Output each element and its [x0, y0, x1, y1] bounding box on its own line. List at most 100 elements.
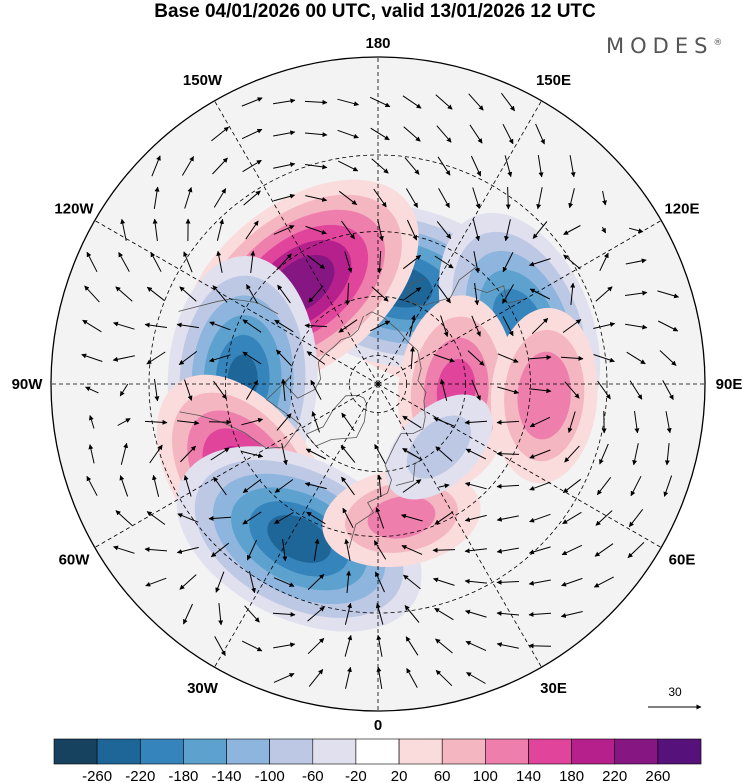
wind-vector: [181, 156, 195, 176]
wind-vector: [472, 187, 481, 209]
wind-vector: [630, 475, 642, 497]
wind-vector: [248, 571, 256, 594]
wind-vector: [402, 447, 422, 461]
wind-vector: [179, 286, 197, 302]
colorbar-tick-label: 20: [391, 768, 408, 783]
wind-vector: [502, 251, 514, 273]
wind-vector: [310, 379, 322, 400]
colorbar-swatch: [484, 738, 529, 765]
colorbar-tick-label: -140: [211, 768, 241, 783]
wind-vector: [212, 157, 228, 175]
wind-vector: [560, 611, 583, 618]
wind-vector: [85, 386, 99, 394]
wind-vector: [569, 155, 576, 178]
wind-vector: [602, 190, 607, 206]
wind-vector: [154, 379, 160, 402]
wind-vector: [146, 511, 166, 525]
wind-vector: [337, 160, 359, 172]
wind-vector: [210, 447, 230, 461]
wind-vector: [505, 186, 511, 210]
wind-vector: [564, 445, 580, 463]
wind-vector: [628, 227, 644, 234]
wind-vector: [88, 415, 95, 429]
wind-vector: [144, 322, 167, 328]
wind-vector: [344, 251, 353, 273]
wind-vector: [531, 317, 549, 335]
wind-vector: [246, 284, 258, 304]
wind-vector: [308, 285, 324, 303]
wind-vector: [402, 415, 422, 429]
wind-vector: [307, 637, 325, 655]
wind-vector: [218, 603, 224, 626]
wind-vector: [305, 195, 328, 202]
wind-vector: [502, 315, 514, 337]
wind-vector: [338, 319, 358, 333]
wind-vector: [536, 187, 543, 210]
wind-vector: [344, 602, 352, 625]
colorbar-swatch: [614, 738, 659, 765]
wind-vector: [276, 253, 292, 271]
wind-vector: [497, 353, 519, 363]
wind-vector: [496, 579, 520, 585]
wind-vector: [242, 478, 262, 494]
wind-vector: [280, 378, 286, 402]
wind-vector: [273, 162, 296, 169]
wind-vector: [374, 443, 386, 464]
wind-vector: [119, 383, 129, 397]
wind-vector: [274, 512, 294, 524]
wind-vector: [434, 255, 454, 269]
wind-vector: [435, 669, 453, 687]
wind-vector: [528, 579, 551, 586]
longitude-label: 150E: [536, 72, 571, 89]
wind-vector: [403, 126, 421, 142]
wind-vector: [409, 346, 415, 370]
wind-vector: [151, 155, 161, 177]
meridian-line: [377, 220, 662, 385]
wind-vector: [435, 94, 453, 110]
wind-vector: [528, 546, 551, 555]
colorbar-tick-label: -180: [168, 768, 198, 783]
wind-vector: [214, 636, 226, 657]
wind-vector: [404, 605, 420, 623]
wind-vector: [178, 350, 198, 366]
longitude-label: 30E: [540, 680, 567, 697]
map-background: [51, 57, 705, 711]
wind-vector: [562, 319, 582, 333]
wind-vector: [345, 666, 352, 689]
wind-vector: [177, 513, 199, 523]
wind-vector: [340, 445, 356, 463]
wind-vector: [439, 378, 448, 401]
colorbar-tick-label: -60: [302, 768, 324, 783]
wind-vector: [496, 451, 520, 457]
wind-vector: [433, 577, 455, 586]
colorbar-tick-label: 180: [559, 768, 584, 783]
wind-vector: [625, 258, 647, 265]
colorbar-tick-label: 260: [645, 768, 670, 783]
wind-vector: [120, 442, 129, 465]
wind-vector: [305, 164, 328, 170]
wind-vector: [276, 349, 292, 367]
wind-vector: [213, 476, 227, 496]
wind-vector: [471, 315, 481, 337]
colorbar-tick-label: -20: [345, 768, 367, 783]
wind-vector: [402, 95, 422, 109]
wind-vector: [436, 125, 452, 143]
wind-vector: [465, 448, 487, 460]
wind-vector: [273, 577, 295, 587]
wind-vector: [88, 444, 95, 464]
wind-vector: [246, 539, 258, 561]
colorbar-swatch: [140, 738, 184, 765]
wind-vector: [496, 642, 519, 649]
wind-vector: [117, 418, 131, 426]
wind-vector: [273, 225, 295, 235]
wind-vector: [595, 286, 613, 302]
wind-vector: [625, 323, 648, 330]
colorbar-swatch: [269, 738, 314, 765]
longitude-labels: 180 150E 120E 90E 60E 30E 0 30W 60W 90W 120W 150W: [12, 35, 743, 734]
wind-vector: [664, 443, 670, 466]
colorbar-swatch: [96, 738, 141, 765]
wind-vector: [180, 445, 196, 463]
longitude-label: 90W: [12, 376, 44, 393]
wind-vector: [626, 351, 646, 365]
wind-vector: [496, 610, 520, 616]
